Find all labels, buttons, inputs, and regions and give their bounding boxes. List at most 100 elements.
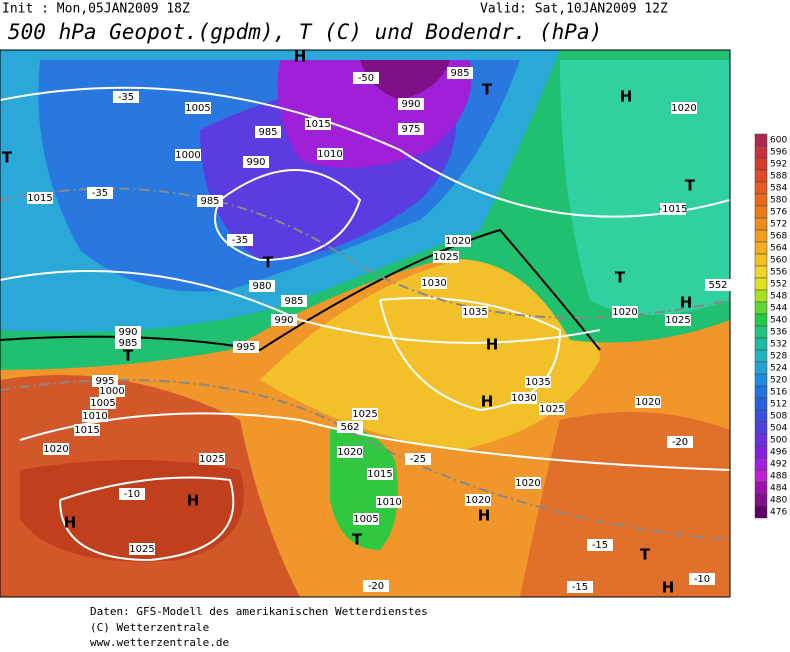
label-box: [197, 195, 223, 207]
colorbar-label: 556: [770, 268, 787, 278]
colorbar-label: 592: [770, 160, 787, 170]
label-box: [511, 392, 537, 404]
label-box: [567, 581, 593, 593]
colorbar-cell: [754, 421, 768, 435]
label-box: [367, 468, 393, 480]
label-box: [671, 102, 697, 114]
colorbar-cell: [754, 481, 768, 495]
label-box: [705, 279, 731, 291]
pressure-center: T: [640, 546, 651, 564]
isoline-label: -25: [410, 454, 426, 465]
colorbar-cell: [754, 337, 768, 351]
label-box: [74, 424, 100, 436]
colorbar-label: 528: [770, 352, 787, 362]
isoline-label: -10: [694, 574, 710, 585]
isoline-label: 1030: [511, 393, 536, 404]
label-box: [433, 251, 459, 263]
label-box: [185, 102, 211, 114]
colorbar-label: 596: [770, 148, 787, 158]
label-box: [82, 410, 108, 422]
isoline-label: 1030: [421, 278, 446, 289]
isoline-label: 1000: [99, 386, 124, 397]
colorbar-cell: [754, 253, 768, 267]
colorbar-cell: [754, 397, 768, 411]
label-box: [43, 443, 69, 455]
map-title: 500 hPa Geopot.(gpdm), T (C) und Bodendr…: [8, 20, 602, 44]
colorbar-cell: [754, 493, 768, 507]
colorbar-cell: [754, 433, 768, 447]
label-box: [233, 341, 259, 353]
label-box: [305, 118, 331, 130]
colorbar-label: 552: [770, 280, 787, 290]
label-box: [249, 280, 275, 292]
isoline-label: 1020: [671, 103, 696, 114]
isoline-label: 562: [340, 422, 359, 433]
colorbar-label: 572: [770, 220, 787, 230]
label-box: [353, 513, 379, 525]
label-box: [227, 234, 253, 246]
label-box: [376, 496, 402, 508]
init-time: Init : Mon,05JAN2009 18Z: [2, 2, 190, 17]
pressure-center: T: [263, 254, 274, 272]
isoline-label: 990: [118, 327, 137, 338]
colorbar-cell: [754, 325, 768, 339]
colorbar-label: 560: [770, 256, 787, 266]
pressure-center: H: [680, 294, 693, 312]
label-box: [665, 314, 691, 326]
isoline-label: 1035: [525, 377, 550, 388]
colorbar-cell: [754, 193, 768, 207]
colorbar-label: 520: [770, 376, 787, 386]
isoline-label: 1010: [317, 149, 342, 160]
label-box: [243, 156, 269, 168]
colorbar-cell: [754, 361, 768, 375]
label-box: [199, 453, 225, 465]
colorbar-label: 584: [770, 184, 787, 194]
colorbar-label: 568: [770, 232, 787, 242]
label-box: [462, 306, 488, 318]
colorbar-label: 548: [770, 292, 787, 302]
colorbar-cell: [754, 277, 768, 291]
label-box: [447, 67, 473, 79]
isoline-label: -15: [592, 540, 608, 551]
isoline-label: 1000: [175, 150, 200, 161]
isoline-label: -35: [92, 188, 108, 199]
colorbar-label: 516: [770, 388, 787, 398]
isoline-label: 1020: [465, 495, 490, 506]
colorbar-cell: [754, 265, 768, 279]
isoline-label: 990: [246, 157, 265, 168]
isoline-label: 995: [95, 376, 114, 387]
label-box: [445, 235, 471, 247]
label-box: [337, 421, 363, 433]
map-field: [0, 49, 731, 598]
pressure-center: H: [486, 336, 499, 354]
colorbar-cell: [754, 145, 768, 159]
label-box: [90, 397, 116, 409]
pressure-center: H: [187, 492, 200, 510]
isoline-label: 990: [274, 315, 293, 326]
label-box: [539, 403, 565, 415]
isoline-label: -50: [358, 73, 374, 84]
isoline-label: 1020: [612, 307, 637, 318]
isoline-label: 975: [401, 124, 420, 135]
label-box: [353, 72, 379, 84]
pressure-center: H: [478, 507, 491, 525]
colorbar-label: 536: [770, 328, 787, 338]
isoline-label: 980: [252, 281, 271, 292]
pressure-center: T: [685, 177, 696, 195]
colorbar-label: 540: [770, 316, 787, 326]
isoline-label: 990: [401, 99, 420, 110]
colorbar-cell: [754, 409, 768, 423]
pressure-center: H: [481, 393, 494, 411]
label-box: [337, 446, 363, 458]
label-box: [363, 580, 389, 592]
colorbar-cell: [754, 457, 768, 471]
colorbar-label: 600: [770, 136, 787, 146]
isoline-label: 1020: [635, 397, 660, 408]
isoline-label: 1025: [199, 454, 224, 465]
label-box: [317, 148, 343, 160]
isoline-label: 995: [236, 342, 255, 353]
label-box: [119, 488, 145, 500]
colorbar-cell: [754, 241, 768, 255]
isoline-label: 1015: [74, 425, 99, 436]
